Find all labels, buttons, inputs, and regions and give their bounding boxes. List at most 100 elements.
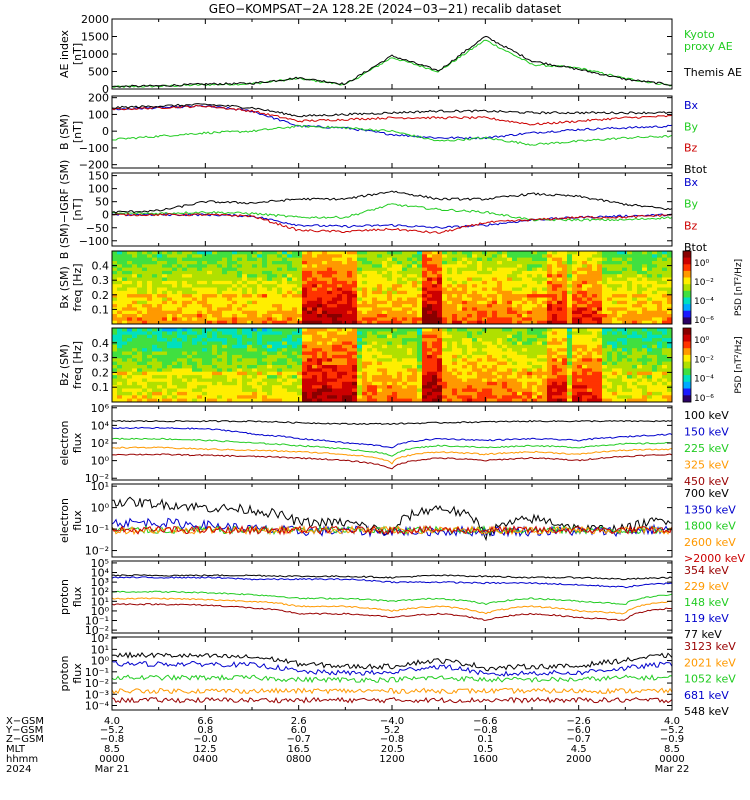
spectrogram-cell bbox=[447, 351, 453, 356]
spectrogram-cell bbox=[362, 297, 368, 302]
spectrogram-cell bbox=[267, 300, 273, 305]
spectrogram-cell bbox=[657, 274, 663, 278]
spectrogram-cell bbox=[537, 267, 543, 272]
spectrogram-cell bbox=[402, 361, 408, 366]
spectrogram-cell bbox=[492, 371, 498, 376]
spectrogram-cell bbox=[427, 307, 433, 312]
spectrogram-cell bbox=[372, 257, 378, 262]
spectrogram-cell bbox=[372, 294, 378, 298]
spectrogram-cell bbox=[347, 274, 353, 278]
spectrogram-cell bbox=[132, 354, 138, 359]
spectrogram-cell bbox=[232, 344, 238, 349]
spectrogram-cell bbox=[482, 261, 488, 265]
spectrogram-cell bbox=[462, 290, 468, 295]
spectrogram-cell bbox=[447, 320, 453, 325]
spectrogram-cell bbox=[377, 371, 383, 376]
spectrogram-cell bbox=[407, 257, 413, 262]
spectrogram-cell bbox=[347, 348, 353, 352]
spectrogram-cell bbox=[397, 317, 403, 322]
spectrogram-cell bbox=[512, 264, 518, 268]
spectrogram-cell bbox=[537, 261, 543, 265]
spectrogram-cell bbox=[602, 365, 608, 369]
spectrogram-cell bbox=[197, 314, 203, 318]
spectrogram-cell bbox=[152, 251, 158, 255]
spectrogram-cell bbox=[202, 287, 208, 292]
spectrogram-cell bbox=[592, 284, 598, 288]
spectrogram-cell bbox=[542, 307, 548, 312]
spectrogram-cell bbox=[562, 388, 568, 393]
spectrogram-cell bbox=[557, 284, 563, 288]
spectrogram-cell bbox=[202, 297, 208, 302]
spectrogram-cell bbox=[112, 388, 118, 393]
spectrogram-cell bbox=[357, 287, 363, 292]
spectrogram-cell bbox=[222, 348, 228, 352]
spectrogram-cell bbox=[392, 317, 398, 322]
spectrogram-cell bbox=[517, 348, 523, 352]
spectrogram-cell bbox=[287, 310, 293, 315]
spectrogram-cell bbox=[462, 391, 468, 396]
spectrogram-cell bbox=[192, 320, 198, 325]
spectrogram-cell bbox=[317, 391, 323, 396]
spectrogram-cell bbox=[382, 381, 388, 386]
spectrogram-cell bbox=[307, 375, 313, 379]
spectrogram-cell bbox=[442, 385, 448, 389]
spectrogram-cell bbox=[662, 294, 668, 298]
spectrogram-cell bbox=[562, 251, 568, 255]
spectrogram-cell bbox=[392, 338, 398, 342]
spectrogram-cell bbox=[547, 284, 553, 288]
spectrogram-cell bbox=[137, 314, 143, 318]
spectrogram-cell bbox=[117, 314, 123, 318]
spectrogram-cell bbox=[252, 270, 258, 275]
spectrogram-cell bbox=[457, 314, 463, 318]
spectrogram-cell bbox=[432, 371, 438, 376]
spectrogram-cell bbox=[647, 304, 653, 308]
spectrogram-cell bbox=[497, 375, 503, 379]
spectrogram-cell bbox=[517, 365, 523, 369]
spectrogram-cell bbox=[477, 395, 483, 400]
spectrogram-cell bbox=[327, 251, 333, 255]
spectrogram-cell bbox=[542, 267, 548, 272]
spectrogram-cell bbox=[117, 264, 123, 268]
spectrogram-cell bbox=[377, 385, 383, 389]
spectrogram-cell bbox=[242, 344, 248, 349]
spectrogram-cell bbox=[512, 395, 518, 400]
spectrogram-cell bbox=[537, 371, 543, 376]
spectrogram-cell bbox=[437, 264, 443, 268]
spectrogram-cell bbox=[577, 338, 583, 342]
spectrogram-cell bbox=[487, 284, 493, 288]
spectrogram-cell bbox=[397, 274, 403, 278]
spectrogram-cell bbox=[142, 385, 148, 389]
spectrogram-cell bbox=[282, 267, 288, 272]
spectrogram-cell bbox=[282, 307, 288, 312]
spectrogram-cell bbox=[187, 257, 193, 262]
spectrogram-cell bbox=[352, 277, 358, 282]
spectrogram-cell bbox=[387, 274, 393, 278]
spectrogram-cell bbox=[287, 304, 293, 308]
spectrogram-cell bbox=[282, 388, 288, 393]
spectrogram-cell bbox=[552, 254, 558, 258]
spectrogram-cell bbox=[477, 310, 483, 315]
spectrogram-cell bbox=[577, 344, 583, 349]
spectrogram-cell bbox=[232, 358, 238, 363]
spectrogram-cell bbox=[482, 300, 488, 305]
spectrogram-cell bbox=[167, 294, 173, 298]
spectrogram-cell bbox=[527, 317, 533, 322]
spectrogram-cell bbox=[422, 261, 428, 265]
spectrogram-cell bbox=[562, 351, 568, 356]
spectrogram-cell bbox=[347, 300, 353, 305]
spectrogram-cell bbox=[327, 398, 333, 403]
spectrogram-cell bbox=[437, 391, 443, 396]
spectrogram-cell bbox=[392, 294, 398, 298]
spectrogram-cell bbox=[487, 267, 493, 272]
spectrogram-cell bbox=[152, 317, 158, 322]
spectrogram-cell bbox=[397, 341, 403, 346]
spectrogram-cell bbox=[137, 378, 143, 383]
spectrogram-cell bbox=[217, 381, 223, 386]
spectrogram-cell bbox=[632, 294, 638, 298]
spectrogram-cell bbox=[272, 328, 278, 332]
spectrogram-cell bbox=[387, 391, 393, 396]
spectrogram-cell bbox=[582, 300, 588, 305]
spectrogram-cell bbox=[507, 300, 513, 305]
spectrogram-cell bbox=[327, 280, 333, 285]
